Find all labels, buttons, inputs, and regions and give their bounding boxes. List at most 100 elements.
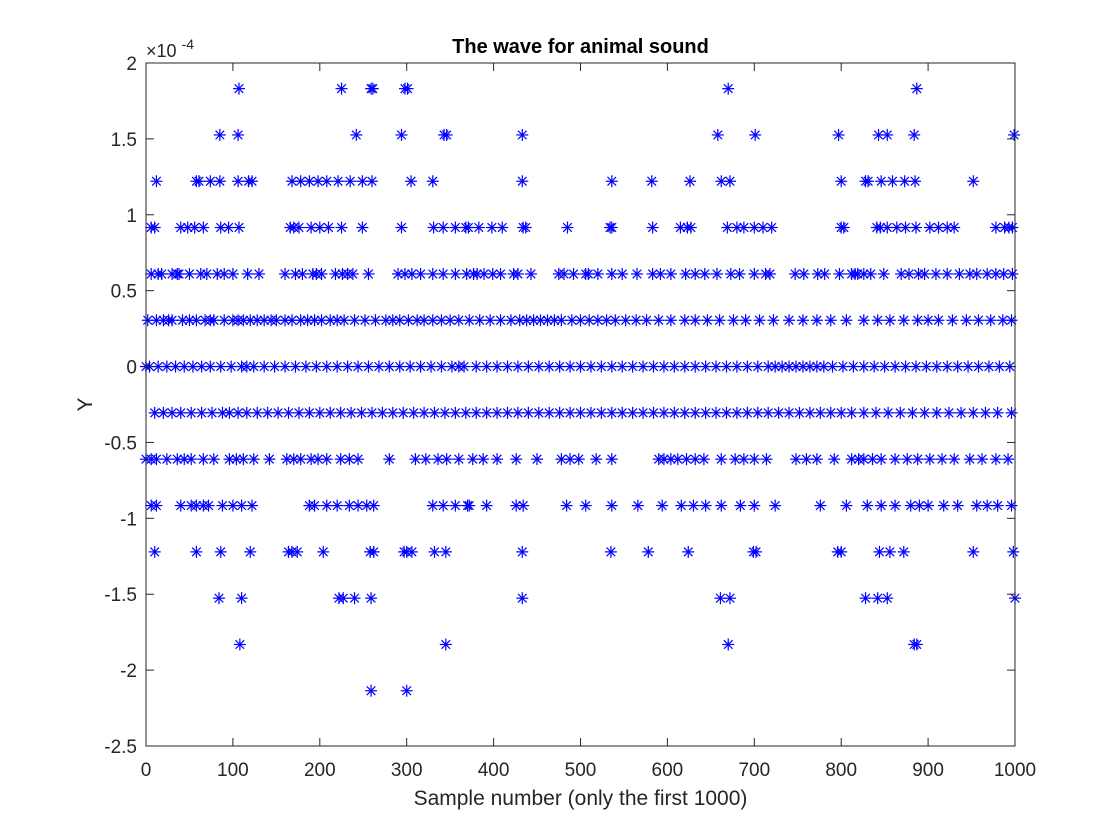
x-tick-label: 0 (141, 760, 152, 781)
data-point (345, 406, 358, 419)
data-point-stroke (290, 269, 301, 279)
data-point-stroke (517, 176, 528, 186)
data-point-stroke (716, 500, 727, 511)
data-point-stroke (554, 408, 565, 418)
data-point (689, 360, 702, 373)
data-point-stroke (151, 454, 162, 464)
data-point-stroke (223, 222, 234, 233)
data-point (247, 453, 260, 466)
data-point-stroke (666, 315, 676, 325)
data-point-stroke (517, 593, 528, 603)
data-point (733, 267, 746, 280)
data-point (308, 499, 321, 512)
data-point-stroke (450, 269, 461, 279)
data-point-stroke (690, 408, 700, 418)
data-point-stroke (309, 500, 320, 511)
data-point (320, 499, 333, 512)
data-point (426, 267, 439, 280)
data-point-stroke (247, 176, 257, 186)
data-point-stroke (428, 315, 438, 325)
data-point-stroke (170, 361, 181, 372)
data-point (335, 221, 348, 234)
data-point-stroke (732, 361, 742, 372)
data-point-stroke (712, 269, 722, 279)
data-point-stroke (932, 408, 942, 418)
data-point (678, 314, 691, 327)
data-point-stroke (942, 269, 952, 279)
data-point-stroke (353, 361, 363, 372)
data-point (678, 406, 691, 419)
data-point-stroke (942, 361, 952, 372)
data-point (160, 453, 173, 466)
data-point (150, 499, 163, 512)
data-point (837, 221, 850, 234)
data-point-stroke (726, 269, 736, 279)
data-point (279, 314, 292, 327)
data-point-stroke (972, 500, 982, 511)
data-point (555, 314, 568, 327)
data-point-stroke (669, 361, 680, 372)
data-point (367, 545, 380, 558)
data-point (763, 267, 776, 280)
data-point (630, 314, 643, 327)
data-point-stroke (872, 315, 883, 325)
data-point-stroke (1006, 500, 1017, 511)
data-point-stroke (322, 454, 332, 464)
data-point-stroke (867, 454, 878, 464)
data-point-stroke (925, 454, 935, 464)
data-point (605, 267, 618, 280)
data-point-stroke (973, 361, 984, 372)
data-point-stroke (606, 547, 616, 557)
data-point-stroke (162, 454, 172, 464)
data-point (810, 314, 823, 327)
data-point-stroke (931, 269, 941, 279)
data-point-stroke (196, 361, 207, 372)
data-point-stroke (711, 361, 721, 372)
data-point (897, 314, 910, 327)
data-point (480, 360, 493, 373)
data-point (793, 406, 806, 419)
x-tick-label: 1000 (994, 760, 1036, 781)
data-point (195, 406, 208, 419)
data-point-stroke (366, 593, 376, 603)
data-point (699, 360, 712, 373)
data-point (247, 360, 260, 373)
data-point-stroke (186, 408, 196, 418)
data-point-stroke (249, 361, 259, 372)
data-point-stroke (436, 315, 447, 325)
data-point (722, 82, 735, 95)
data-point (790, 453, 803, 466)
data-point-stroke (151, 500, 162, 511)
data-point-stroke (659, 454, 669, 464)
data-point (910, 638, 923, 651)
data-point-stroke (315, 408, 325, 418)
data-point-stroke (648, 361, 659, 372)
data-point (150, 453, 163, 466)
data-point-stroke (791, 361, 801, 372)
data-point (188, 221, 201, 234)
y-tick-label: -0.5 (104, 433, 137, 454)
data-point-stroke (406, 176, 416, 186)
data-point-stroke (492, 454, 502, 464)
data-point (348, 314, 361, 327)
data-point-stroke (949, 222, 959, 233)
data-point-stroke (749, 500, 760, 511)
x-tick-label: 400 (478, 760, 510, 781)
data-point-stroke (1006, 408, 1017, 418)
data-point (214, 360, 227, 373)
data-point-stroke (575, 361, 586, 372)
data-point-stroke (721, 408, 732, 418)
data-point (337, 592, 350, 605)
data-point-stroke (883, 408, 893, 418)
data-point (449, 406, 462, 419)
data-point-stroke (939, 500, 949, 511)
data-point-stroke (874, 547, 885, 557)
data-point (991, 406, 1004, 419)
data-point-stroke (194, 176, 204, 186)
data-point (531, 453, 544, 466)
data-point (847, 360, 860, 373)
data-point (981, 499, 994, 512)
data-point-stroke (408, 408, 419, 418)
data-point (972, 314, 985, 327)
data-point-stroke (262, 408, 273, 418)
